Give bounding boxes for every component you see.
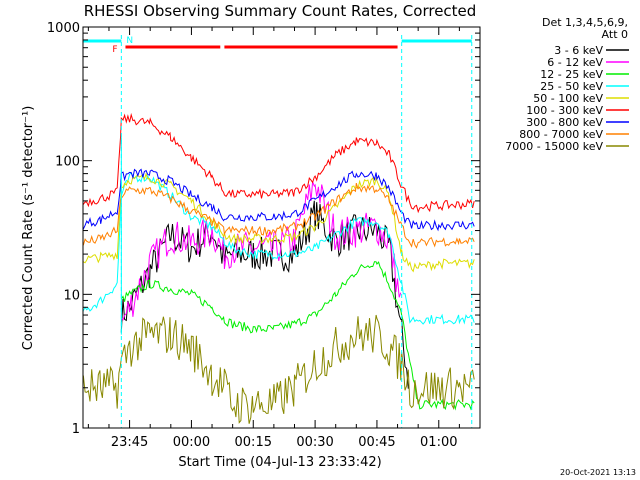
chart-title: RHESSI Observing Summary Count Rates, Co…: [84, 2, 477, 20]
legend-header-line-2: Att 0: [602, 28, 628, 41]
plot-frame: [82, 26, 481, 429]
x-tick-label: 00:15: [235, 435, 272, 450]
series-6: [83, 168, 475, 232]
legend-item-label: 12 - 25 keV: [540, 68, 603, 81]
y-tick-label: 10: [63, 288, 80, 303]
legend-item: 25 - 50 keV: [540, 80, 629, 93]
series-3: [83, 172, 475, 325]
legend-item: 300 - 800 keV: [526, 116, 629, 129]
series-2: [120, 261, 475, 411]
series-5: [83, 112, 475, 214]
y-tick-label: 1: [72, 422, 80, 437]
x-tick-label: 00:45: [358, 435, 395, 450]
legend-header-line-1: Det 1,3,4,5,6,9,: [542, 16, 628, 29]
series-0: [120, 200, 409, 389]
x-axis: 23:45 00:00 00:15 00:30 00:45 01:00: [87, 27, 481, 450]
legend-item-label: 300 - 800 keV: [526, 116, 603, 129]
series-line: [120, 200, 409, 389]
generated-timestamp: 20-Oct-2021 13:13: [560, 468, 636, 477]
series-line: [120, 261, 475, 411]
legend-item-label: 7000 - 15000 keV: [505, 140, 603, 153]
legend-item: 50 - 100 keV: [533, 92, 629, 105]
legend-item: 7000 - 15000 keV: [505, 140, 629, 153]
series-line: [83, 112, 475, 214]
flag-label: F: [112, 45, 117, 55]
y-axis: 1 10 100 1000: [47, 21, 480, 437]
series-line: [83, 314, 475, 424]
legend-item-label: 50 - 100 keV: [533, 92, 603, 105]
x-axis-label: Start Time (04-Jul-13 23:33:42): [178, 455, 381, 470]
series-7: [83, 182, 475, 249]
y-axis-label: Corrected Count Rate (s⁻¹ detector⁻¹): [21, 106, 36, 351]
legend-item-label: 25 - 50 keV: [540, 80, 603, 93]
x-tick-label: 00:00: [173, 435, 210, 450]
series-line: [83, 172, 475, 273]
legend-header: Det 1,3,4,5,6,9, Att 0: [542, 16, 628, 41]
series-line: [83, 172, 475, 325]
y-tick-label: 100: [55, 155, 80, 170]
series-8: [83, 314, 475, 424]
series-line: [83, 182, 475, 249]
legend-item-label: 3 - 6 keV: [554, 44, 603, 57]
legend-item: 6 - 12 keV: [547, 56, 629, 69]
y-tick-label: 1000: [47, 21, 80, 36]
legend-item: 3 - 6 keV: [554, 44, 629, 57]
legend-item: 12 - 25 keV: [540, 68, 629, 81]
traces-group: [83, 112, 475, 424]
flag-label: N: [126, 36, 133, 46]
series-4: [83, 172, 475, 273]
legend-item: 100 - 300 keV: [526, 104, 629, 117]
legend-item-label: 100 - 300 keV: [526, 104, 603, 117]
x-tick-label: 01:00: [420, 435, 457, 450]
legend-item-label: 800 - 7000 keV: [519, 128, 603, 141]
series-line: [83, 168, 475, 232]
markers-group: FN: [83, 35, 473, 428]
x-tick-label: 00:30: [296, 435, 333, 450]
legend-item: 800 - 7000 keV: [519, 128, 629, 141]
x-tick-label: 23:45: [111, 435, 148, 450]
legend-item-label: 6 - 12 keV: [547, 56, 603, 69]
